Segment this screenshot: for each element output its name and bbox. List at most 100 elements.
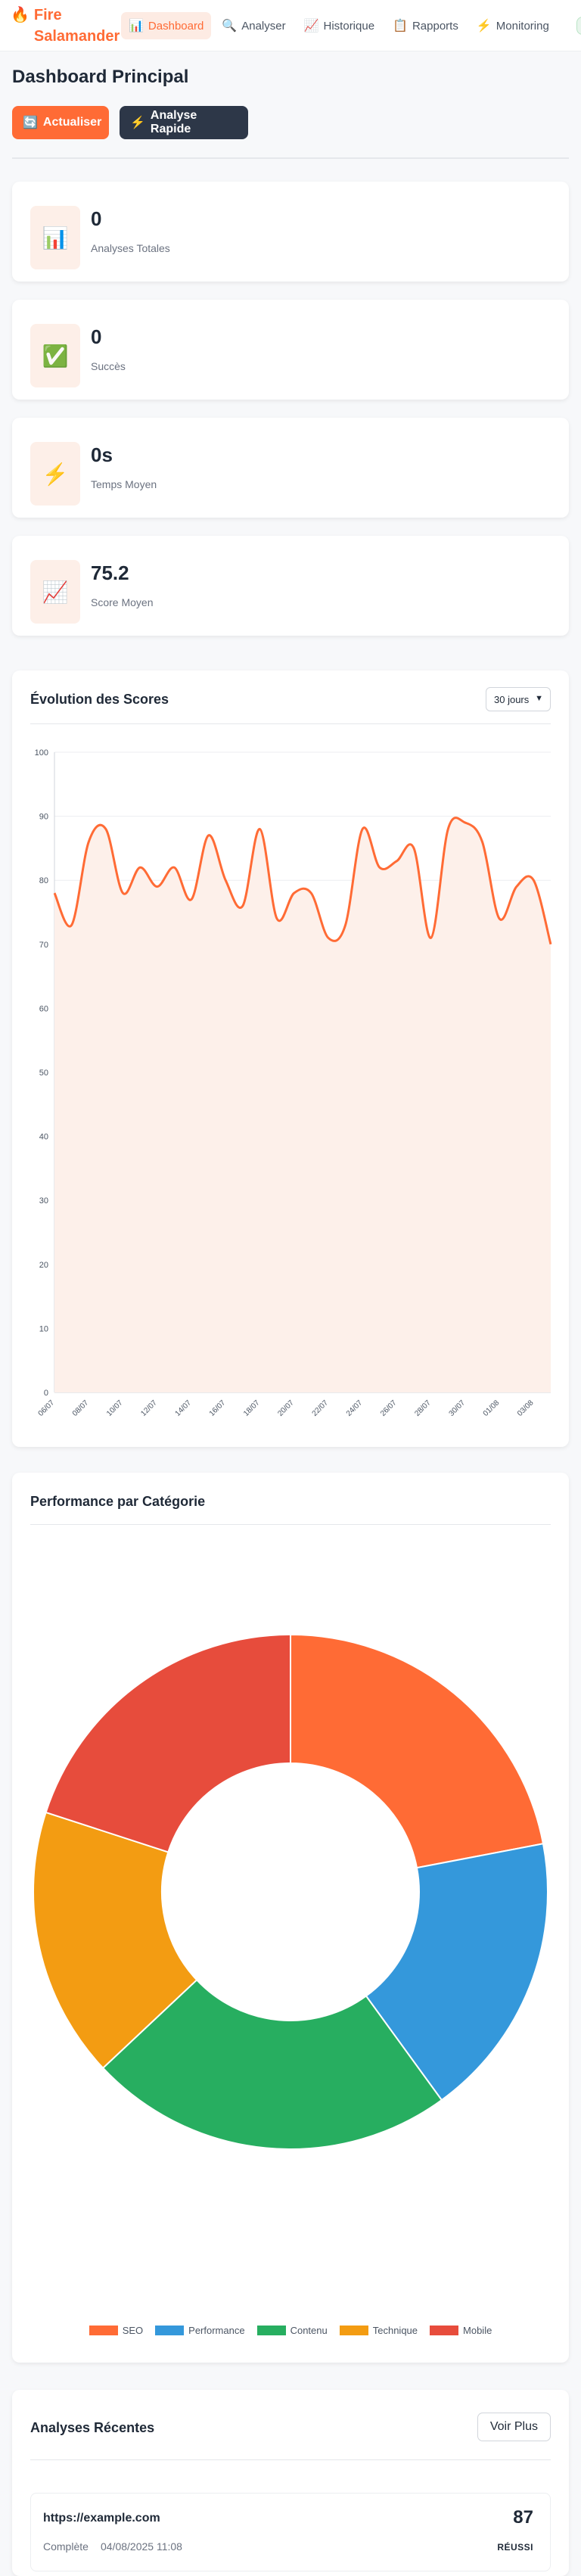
legend-item[interactable]: Mobile [430, 2325, 492, 2336]
legend-item[interactable]: Technique [339, 2325, 418, 2336]
stat-label: Temps Moyen [91, 478, 157, 490]
brand-name: Fire Salamander [33, 7, 120, 45]
range-select-value: 30 jours [494, 693, 530, 705]
scores-line-chart: 0 10 20 30 40 50 60 70 80 90 100 06/07 08/07 10/07 12/… [35, 748, 552, 1418]
clipboard-icon: 📋 [393, 20, 408, 33]
nav-item-historique[interactable]: 📈 Historique [297, 12, 382, 39]
x-tick-label: 20/07 [276, 1398, 296, 1418]
stat-value: 0 [91, 207, 102, 230]
stat-label: Analyses Totales [91, 242, 170, 254]
refresh-button[interactable]: 🔄 Actualiser [12, 106, 109, 139]
y-tick-label: 50 [39, 1069, 48, 1078]
nav-item-dashboard[interactable]: 📊 Dashboard [121, 12, 212, 39]
legend-item[interactable]: Contenu [256, 2325, 328, 2336]
legend-item[interactable]: Performance [155, 2325, 245, 2336]
refresh-button-label: Actualiser [42, 116, 102, 129]
donut-slice [365, 1843, 548, 2102]
recent-analyses-panel: Analyses Récentes Voir Plus https://exam… [12, 2390, 569, 2576]
series-line [53, 817, 552, 945]
page-title: Dashboard Principal [12, 67, 189, 87]
analysis-date: 04/08/2025 11:08 [101, 2540, 182, 2553]
category-chart-panel: Performance par Catégorie SEO Performance… [12, 1473, 569, 2363]
y-tick-label: 0 [44, 1389, 48, 1398]
main-nav: 📊 Dashboard 🔍 Analyser 📈 Historique 📋 Ra… [121, 12, 560, 39]
x-tick-label: 18/07 [242, 1398, 262, 1418]
fire-icon: 🔥 [11, 7, 30, 23]
stat-value: 0 [91, 325, 102, 348]
panel-title: Évolution des Scores [30, 692, 169, 707]
stat-label: Score Moyen [91, 596, 154, 608]
chevron-down-icon: ▼ [535, 694, 543, 703]
legend-label: Mobile [463, 2325, 492, 2336]
analysis-url: https://example.com [43, 2512, 160, 2525]
stat-value: 0s [91, 443, 113, 466]
legend-swatch [430, 2326, 459, 2335]
donut-slice [45, 1633, 291, 1853]
status-badge: RÉUSSI [497, 2542, 533, 2553]
quick-analysis-button[interactable]: ⚡ Analyse Rapide [120, 106, 248, 139]
x-tick-label: 03/08 [516, 1398, 536, 1418]
y-tick-label: 10 [39, 1324, 48, 1333]
panel-title: Performance par Catégorie [30, 1494, 206, 1509]
category-donut-chart [33, 1633, 548, 2150]
divider [30, 2459, 551, 2460]
nav-item-analyser[interactable]: 🔍 Analyser [214, 12, 293, 39]
view-more-button[interactable]: Voir Plus [477, 2413, 551, 2441]
legend-label: SEO [122, 2325, 144, 2336]
lightning-icon: ⚡ [30, 442, 80, 506]
stat-value: 75.2 [91, 562, 129, 584]
y-tick-label: 20 [39, 1261, 48, 1270]
scores-chart-panel: Évolution des Scores 30 jours ▼ 0 10 20 30 4… [12, 670, 569, 1447]
bar-chart-icon: 📊 [129, 20, 144, 33]
x-tick-label: 22/07 [311, 1398, 331, 1418]
x-tick-label: 10/07 [105, 1398, 125, 1418]
refresh-icon: 🔄 [23, 117, 38, 129]
check-icon: ✅ [30, 324, 80, 387]
divider [12, 157, 569, 159]
brand-logo[interactable]: 🔥 Fire Salamander [11, 5, 132, 47]
stat-label: Succès [91, 360, 126, 372]
donut-slice [101, 1978, 443, 2150]
analysis-status: Complète [43, 2540, 89, 2553]
divider [30, 723, 551, 724]
x-tick-label: 24/07 [345, 1398, 365, 1418]
nav-item-label: Dashboard [148, 19, 204, 33]
app-header: 🔥 Fire Salamander 📊 Dashboard 🔍 Analyser… [0, 0, 581, 51]
x-tick-label: 12/07 [139, 1398, 159, 1418]
stat-card-average-time: ⚡ 0s Temps Moyen [12, 418, 569, 518]
donut-slice [290, 1633, 545, 1869]
nav-item-monitoring[interactable]: ⚡ Monitoring [469, 12, 557, 39]
legend-label: Performance [188, 2325, 245, 2336]
legend-label: Contenu [290, 2325, 328, 2336]
range-select[interactable]: 30 jours ▼ [486, 687, 551, 711]
x-tick-label: 16/07 [208, 1398, 228, 1418]
x-tick-label: 26/07 [379, 1398, 399, 1418]
lightning-icon: ⚡ [130, 117, 145, 129]
x-tick-label: 28/07 [413, 1398, 433, 1418]
y-tick-label: 70 [39, 941, 48, 950]
legend-swatch [339, 2326, 368, 2335]
status-indicator[interactable] [576, 17, 581, 35]
stat-card-total-analyses: 📊 0 Analyses Totales [12, 182, 569, 282]
nav-item-label: Monitoring [496, 19, 549, 33]
y-tick-label: 40 [39, 1133, 48, 1142]
legend-item[interactable]: SEO [89, 2325, 143, 2336]
analysis-score: 87 [513, 2507, 533, 2528]
divider [30, 1524, 551, 1525]
legend-swatch [155, 2326, 185, 2335]
x-tick-label: 08/07 [71, 1398, 91, 1418]
x-tick-label: 01/08 [482, 1398, 502, 1418]
chart-legend: SEO Performance Contenu Technique Mobile [12, 2325, 569, 2336]
trend-chart-icon: 📈 [303, 20, 319, 33]
legend-label: Technique [372, 2325, 418, 2336]
bar-chart-icon: 📊 [30, 206, 80, 269]
quick-analysis-button-label: Analyse Rapide [150, 109, 197, 135]
x-tick-label: 30/07 [448, 1398, 468, 1418]
nav-item-rapports[interactable]: 📋 Rapports [385, 12, 466, 39]
lightning-icon: ⚡ [476, 20, 492, 33]
panel-title: Analyses Récentes [30, 2420, 155, 2435]
x-tick-label: 06/07 [37, 1398, 57, 1418]
recent-analysis-item[interactable]: https://example.com Complète 04/08/2025 … [30, 2493, 551, 2571]
y-tick-label: 90 [39, 813, 48, 822]
x-tick-label: 14/07 [174, 1398, 194, 1418]
